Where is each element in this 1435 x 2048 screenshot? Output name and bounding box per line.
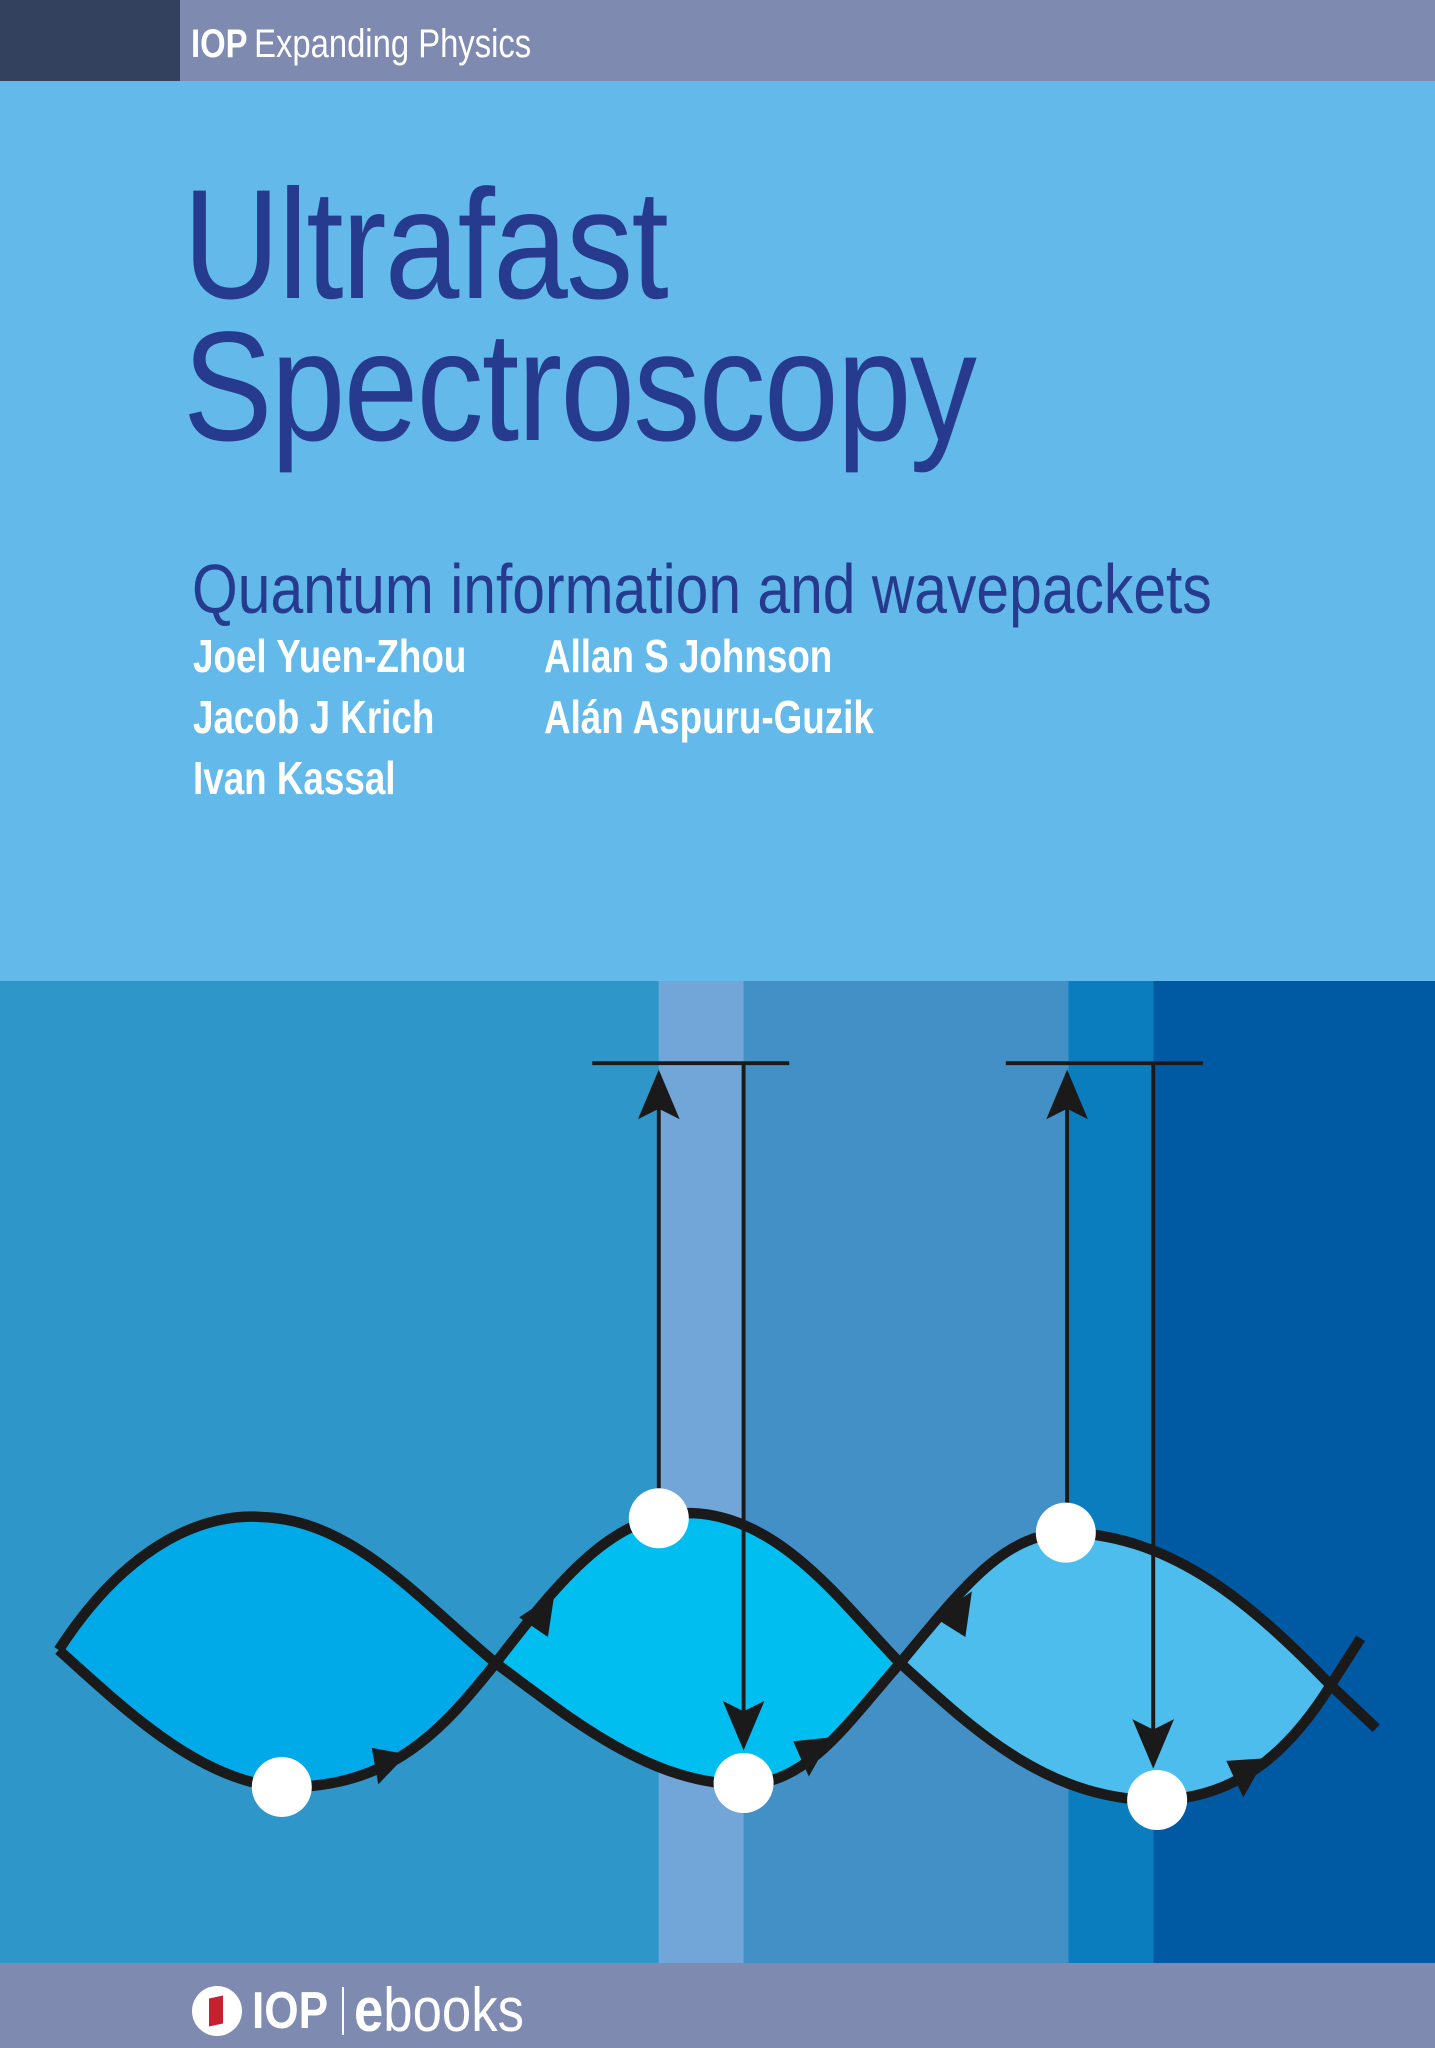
logo-ebooks: ebooks: [354, 1975, 524, 2046]
logo-ebooks-rest: books: [383, 1976, 524, 2045]
series-name: Expanding Physics: [254, 22, 532, 66]
arrow-down-icon: [722, 1700, 765, 1751]
state-dot: [1127, 1769, 1188, 1830]
title-panel: Ultrafast Spectroscopy Quantum informati…: [0, 81, 1435, 981]
author: Ivan Kassal: [193, 752, 396, 804]
curve-arrow-icon: [371, 1747, 408, 1785]
logo-ebooks-e: e: [354, 1976, 384, 2045]
title-line-2: Spectroscopy: [183, 300, 977, 474]
curve-arrow-icon: [934, 1591, 972, 1637]
strip: [743, 981, 1069, 1963]
transition-arrows-1: [592, 1061, 790, 1735]
strip: [1153, 981, 1435, 1963]
author: Alán Aspuru-Guzik: [544, 691, 874, 743]
author: Jacob J Krich: [193, 691, 435, 743]
series-label: IOP Expanding Physics: [191, 22, 531, 67]
iop-ebooks-logo: IOP ebooks: [192, 1975, 554, 2046]
strip: [658, 981, 744, 1963]
arrow-up-icon: [637, 1069, 680, 1120]
transition-arrows-2: [1005, 1061, 1203, 1755]
curve-arrow-icon: [793, 1737, 831, 1777]
wavepacket-illustration: [0, 981, 1435, 1963]
arrow-up-icon: [1046, 1069, 1088, 1120]
curve-arrow-icon: [1226, 1758, 1266, 1798]
logo-divider: [342, 1986, 344, 2035]
top-bar-dark-block: [0, 0, 180, 81]
lobe: [900, 1532, 1331, 1800]
arrow-down-icon: [1132, 1719, 1175, 1769]
state-dot: [1035, 1502, 1096, 1563]
lobe: [495, 1513, 901, 1785]
lobe: [58, 1516, 496, 1788]
author: Joel Yuen-Zhou: [193, 630, 467, 682]
subtitle: Quantum information and wavepackets: [192, 550, 1212, 628]
publisher-name: IOP: [191, 22, 248, 66]
author: Allan S Johnson: [544, 630, 833, 682]
top-bar: IOP Expanding Physics: [0, 0, 1435, 81]
state-dot: [251, 1756, 312, 1817]
logo-publisher: IOP: [252, 1981, 329, 2040]
curve-arrow-icon: [519, 1593, 555, 1637]
book-icon: [192, 1985, 242, 2036]
state-dot: [628, 1488, 689, 1549]
state-dot: [713, 1753, 774, 1814]
strip: [0, 981, 659, 1963]
bottom-bar: IOP ebooks: [0, 1963, 1435, 2048]
title-line-1: Ultrafast: [183, 158, 669, 332]
